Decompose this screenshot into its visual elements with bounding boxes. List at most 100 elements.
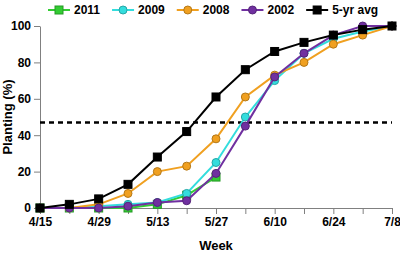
- x-tick: 6/24: [322, 208, 346, 229]
- y-tick-mark: [34, 135, 40, 136]
- series-marker: [212, 159, 220, 167]
- y-tick-label: 60: [18, 92, 32, 106]
- legend-item: 5-yr avg: [306, 3, 378, 17]
- y-axis-title: Planting (%): [0, 79, 15, 154]
- series-marker: [95, 204, 103, 212]
- series-marker: [212, 93, 220, 101]
- y-tick: 20: [18, 165, 40, 179]
- legend-item: 2002: [241, 3, 294, 17]
- marks: [36, 22, 396, 212]
- x-tick-mark: [363, 208, 364, 214]
- x-tick: 5/27: [205, 208, 229, 229]
- series-marker: [271, 73, 279, 81]
- series-marker: [329, 31, 337, 39]
- series-marker: [183, 197, 191, 205]
- series-marker: [36, 204, 44, 212]
- series-marker: [95, 204, 103, 212]
- y-tick: 100: [11, 19, 40, 33]
- x-tick: [304, 208, 305, 214]
- series-marker: [329, 31, 337, 39]
- x-tick: 7/8: [384, 208, 400, 229]
- series-line: [40, 26, 392, 208]
- y-tick-label: 100: [11, 19, 31, 33]
- series-marker: [300, 38, 308, 46]
- series-marker: [36, 204, 44, 212]
- legend-label: 2008: [203, 3, 230, 17]
- series-marker: [153, 199, 161, 207]
- x-tick: 6/10: [263, 208, 287, 229]
- series-marker: [359, 26, 367, 34]
- y-tick-mark: [34, 62, 40, 63]
- x-tick-mark: [275, 208, 276, 214]
- series-marker: [300, 58, 308, 66]
- y-tick-label: 20: [18, 165, 32, 179]
- x-tick-label: 7/8: [384, 215, 400, 229]
- x-tick-mark: [392, 208, 393, 214]
- y-tick-label: 40: [18, 129, 32, 143]
- series-marker: [300, 49, 308, 57]
- legend-label: 2011: [74, 3, 100, 17]
- series-marker: [388, 22, 396, 30]
- legend-marker: [55, 6, 63, 14]
- x-tick-mark: [216, 208, 217, 214]
- legend-item: 2009: [112, 3, 165, 17]
- series-marker: [153, 199, 161, 207]
- legend-marker: [119, 6, 127, 14]
- x-tick: 5/13: [146, 208, 170, 229]
- x-tick-label: 5/27: [205, 215, 229, 229]
- series-marker: [388, 22, 396, 30]
- series-marker: [36, 204, 44, 212]
- x-axis: 4/154/295/135/276/106/247/8: [29, 208, 400, 229]
- series-marker: [183, 128, 191, 136]
- series-marker: [124, 189, 132, 197]
- y-tick-mark: [34, 172, 40, 173]
- y-tick: 80: [18, 56, 40, 70]
- series-line: [40, 26, 392, 208]
- y-tick: 40: [18, 129, 40, 143]
- legend-label: 2009: [138, 3, 165, 17]
- series-marker: [36, 204, 44, 212]
- x-tick: [245, 208, 246, 214]
- series-marker: [271, 47, 279, 55]
- series-marker: [95, 195, 103, 203]
- x-tick-label: 6/10: [263, 215, 287, 229]
- x-tick: [363, 208, 364, 214]
- series-marker: [241, 66, 249, 74]
- series-marker: [183, 162, 191, 170]
- legend-marker: [184, 6, 192, 14]
- plot-area: 0204060801004/154/295/135/276/106/247/8: [11, 19, 400, 228]
- y-tick-mark: [34, 99, 40, 100]
- series-marker: [153, 168, 161, 176]
- legend-item: 2008: [177, 3, 230, 17]
- series-marker: [124, 180, 132, 188]
- legend-marker: [313, 6, 321, 14]
- x-tick-mark: [304, 208, 305, 214]
- legend-label: 2002: [267, 3, 294, 17]
- y-tick-label: 80: [18, 56, 32, 70]
- x-tick-mark: [187, 208, 188, 214]
- legend-label: 5-yr avg: [332, 3, 378, 17]
- series-marker: [36, 204, 44, 212]
- y-axis: 0 20 40 60 80 100: [11, 19, 41, 215]
- y-tick-label: 0: [24, 201, 31, 215]
- series-marker: [153, 153, 161, 161]
- y-tick-mark: [34, 26, 40, 27]
- series-line: [40, 26, 392, 208]
- x-tick-label: 6/24: [322, 215, 346, 229]
- series-marker: [388, 22, 396, 30]
- legend-item: 2011: [48, 3, 100, 17]
- legend-marker: [248, 6, 256, 14]
- series-marker: [212, 135, 220, 143]
- chart: 0204060801004/154/295/135/276/106/247/8W…: [0, 0, 400, 268]
- reference-line: [40, 121, 392, 124]
- series-marker: [241, 122, 249, 130]
- series-line: [40, 26, 392, 208]
- series-marker: [329, 40, 337, 48]
- series-marker: [300, 49, 308, 57]
- series-marker: [388, 22, 396, 30]
- y-axis-line: [40, 27, 41, 209]
- x-tick-label: 5/13: [146, 215, 170, 229]
- series-marker: [65, 200, 73, 208]
- x-tick-mark: [157, 208, 158, 214]
- legend: 2011 2009 2008 2002 5-yr avg: [48, 3, 378, 17]
